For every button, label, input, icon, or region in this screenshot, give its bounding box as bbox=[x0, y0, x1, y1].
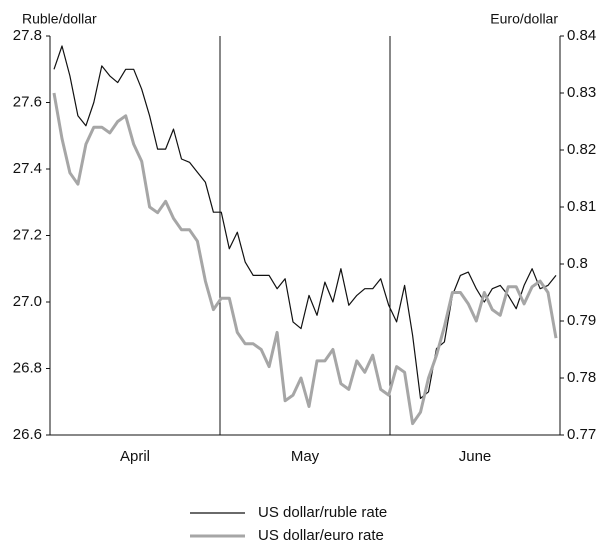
y2-axis-title: Euro/dollar bbox=[490, 11, 558, 27]
y-tick-label: 27.6 bbox=[13, 93, 42, 110]
x-tick-label: April bbox=[120, 448, 150, 465]
y2-tick-label: 0.78 bbox=[567, 369, 596, 386]
x-tick-label: June bbox=[459, 448, 492, 465]
series-line bbox=[53, 45, 557, 399]
y2-tick-label: 0.8 bbox=[567, 255, 588, 272]
legend-label: US dollar/euro rate bbox=[258, 527, 384, 544]
y2-tick-label: 0.77 bbox=[567, 426, 596, 443]
legend-label: US dollar/ruble rate bbox=[258, 504, 387, 521]
y2-tick-label: 0.84 bbox=[567, 27, 596, 44]
y-tick-label: 27.8 bbox=[13, 27, 42, 44]
y-tick-label: 26.8 bbox=[13, 359, 42, 376]
series-line bbox=[52, 92, 558, 426]
y-axis-title: Ruble/dollar bbox=[22, 11, 97, 27]
y-tick-label: 27.4 bbox=[13, 160, 42, 177]
y2-tick-label: 0.83 bbox=[567, 84, 596, 101]
x-tick-label: May bbox=[291, 448, 320, 465]
y2-tick-label: 0.81 bbox=[567, 198, 596, 215]
y-tick-label: 26.6 bbox=[13, 426, 42, 443]
y2-tick-label: 0.79 bbox=[567, 312, 596, 329]
y-tick-label: 27.0 bbox=[13, 293, 42, 310]
y-tick-label: 27.2 bbox=[13, 226, 42, 243]
y2-tick-label: 0.82 bbox=[567, 141, 596, 158]
